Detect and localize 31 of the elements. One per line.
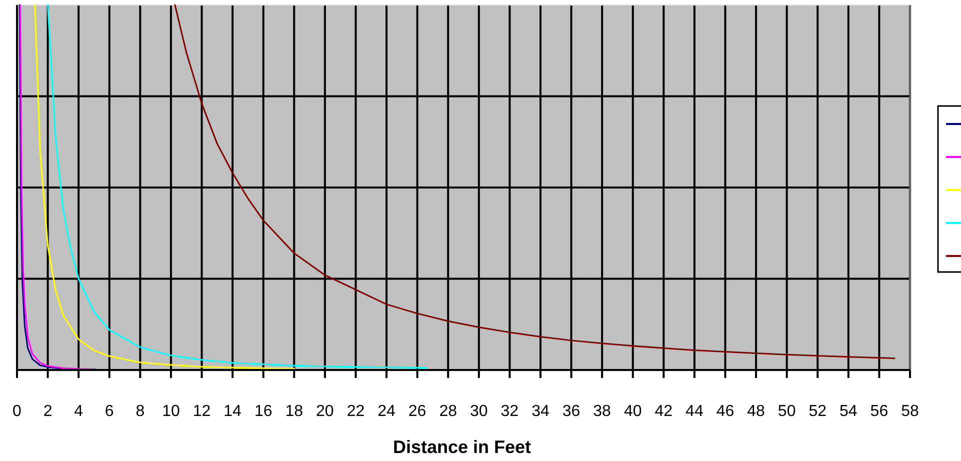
x-tick-label: 40 xyxy=(624,403,642,420)
x-tick-label: 46 xyxy=(716,403,734,420)
x-tick-label: 26 xyxy=(408,403,426,420)
x-tick-label: 24 xyxy=(378,403,396,420)
x-tick-label: 2 xyxy=(43,403,52,420)
x-tick-label: 0 xyxy=(12,403,22,420)
x-tick-label: 4 xyxy=(74,403,84,420)
x-tick-label: 52 xyxy=(808,403,827,420)
x-tick-label: 38 xyxy=(593,403,612,420)
x-tick-label: 36 xyxy=(562,403,580,420)
x-tick-label: 12 xyxy=(192,403,211,420)
x-tick-label: 48 xyxy=(747,403,766,420)
x-tick-label: 32 xyxy=(500,403,519,420)
x-tick-label: 42 xyxy=(654,403,673,420)
x-tick-label: 14 xyxy=(224,403,242,420)
x-tick-label: 58 xyxy=(901,403,919,420)
x-tick-label: 50 xyxy=(778,403,796,420)
x-tick-label: 54 xyxy=(840,403,858,420)
x-tick-label: 16 xyxy=(254,403,272,420)
x-tick-label: 44 xyxy=(686,403,704,420)
x-tick-label: 18 xyxy=(285,403,304,420)
x-tick-label: 56 xyxy=(870,403,888,420)
x-tick-label: 22 xyxy=(346,403,365,420)
x-tick-label: 20 xyxy=(316,403,334,420)
x-tick-label: 28 xyxy=(439,403,458,420)
x-axis-title: Distance in Feet xyxy=(392,437,532,457)
x-tick-label: 8 xyxy=(136,403,145,420)
x-tick-label: 30 xyxy=(470,403,488,420)
x-tick-label: 6 xyxy=(104,403,114,420)
x-tick-label: 10 xyxy=(162,403,180,420)
x-tick-label: 34 xyxy=(532,403,550,420)
